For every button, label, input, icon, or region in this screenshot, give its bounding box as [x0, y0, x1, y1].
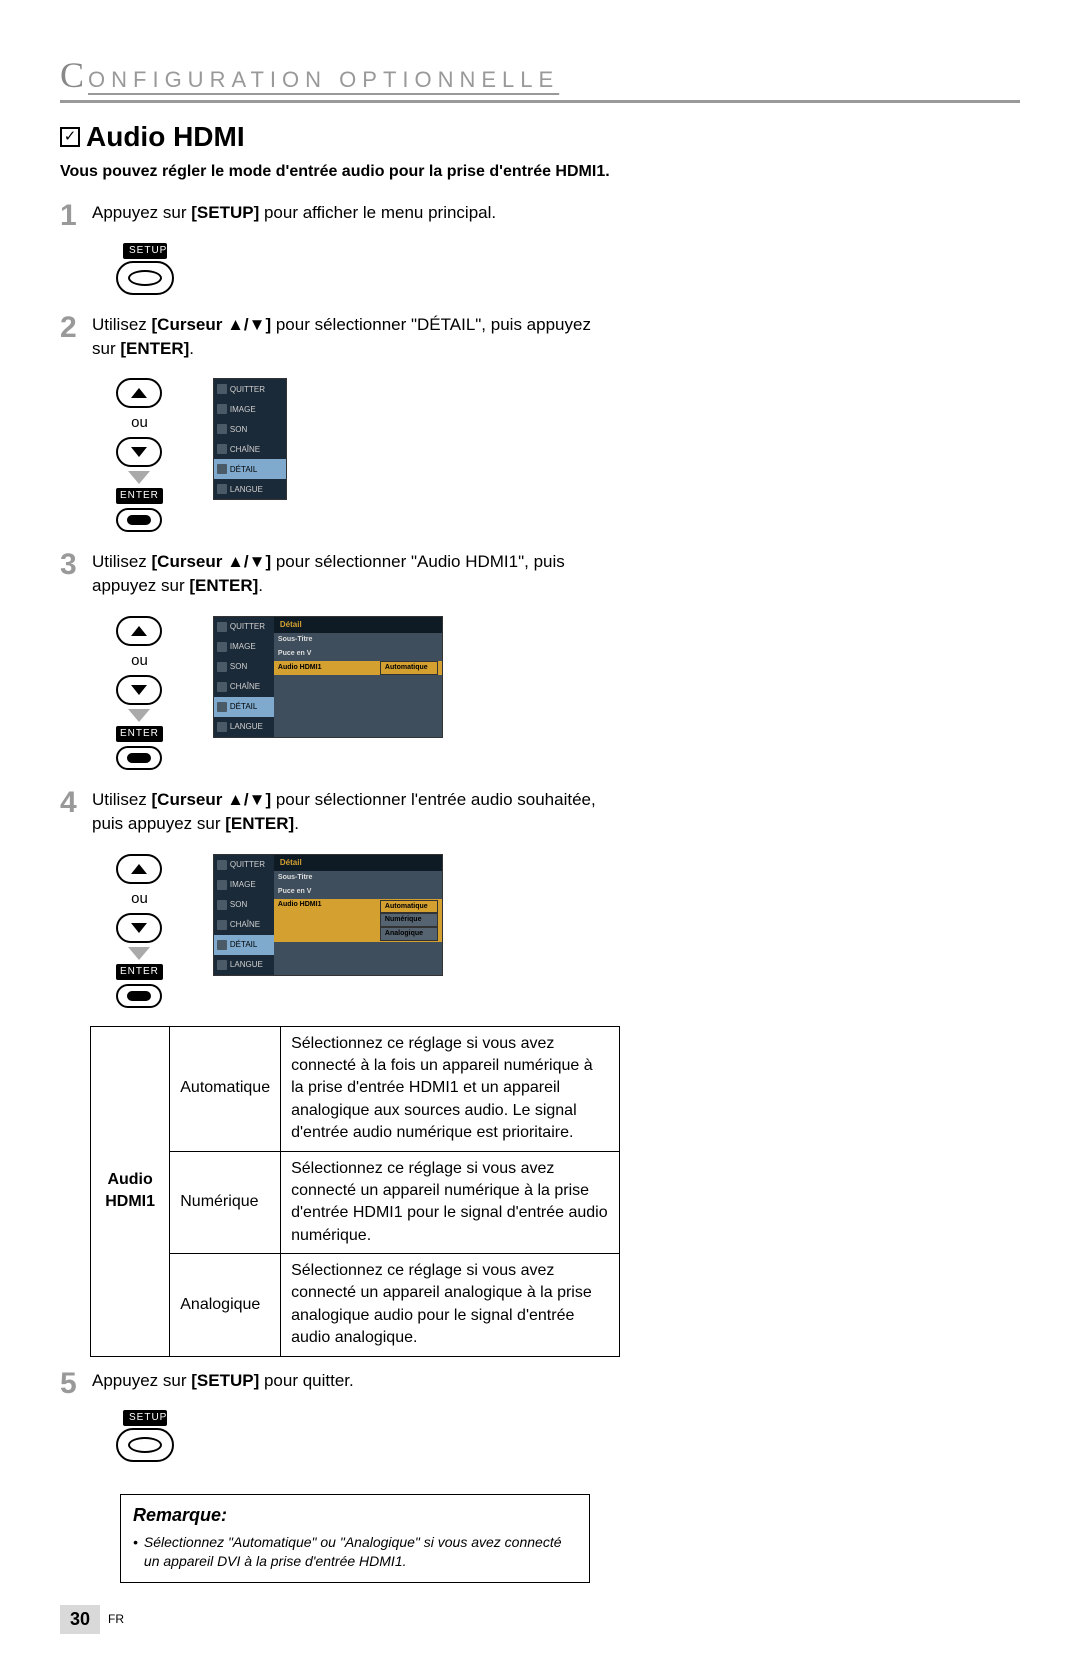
step-text: Utilisez [Curseur ▲/▼] pour sélectionner…: [92, 550, 600, 598]
checkbox-icon: ✓: [60, 127, 80, 147]
cursor-up-icon: [116, 378, 162, 408]
ou-label: ou: [131, 412, 148, 433]
nav-buttons: ou ENTER: [116, 616, 163, 770]
cursor-down-icon: [116, 675, 162, 705]
oval-button-icon: [116, 1428, 174, 1462]
cursor-down-icon: [116, 437, 162, 467]
step-number: 2: [60, 313, 82, 369]
page-footer: 30 FR: [60, 1605, 1020, 1634]
arrow-down-icon: [128, 471, 150, 484]
ou-label: ou: [131, 888, 148, 909]
table-key: Numérique: [170, 1151, 281, 1254]
note-title: Remarque:: [133, 1503, 577, 1528]
osd-menu-narrow: QUITTER IMAGE SON CHAÎNE DÉTAIL LANGUE: [213, 378, 287, 500]
step-number: 1: [60, 201, 82, 233]
osd-menu-wide: QUITTER IMAGE SON CHAÎNE DÉTAIL LANGUE D…: [213, 616, 443, 738]
enter-button-icon: [116, 508, 162, 532]
setup-button-graphic: SETUP: [116, 243, 174, 295]
setup-label: SETUP: [123, 243, 167, 259]
osd-menu-wide-options: QUITTER IMAGE SON CHAÎNE DÉTAIL LANGUE D…: [213, 854, 443, 976]
section-header: C ONFIGURATION OPTIONNELLE: [60, 50, 1020, 103]
step-text: Utilisez [Curseur ▲/▼] pour sélectionner…: [92, 788, 600, 836]
step-text: Utilisez [Curseur ▲/▼] pour sélectionner…: [92, 313, 600, 361]
setup-button-graphic: SETUP: [116, 1410, 174, 1462]
table-desc: Sélectionnez ce réglage si vous avez con…: [281, 1026, 620, 1151]
table-desc: Sélectionnez ce réglage si vous avez con…: [281, 1254, 620, 1357]
page-heading: ✓ Audio HDMI: [60, 117, 1020, 156]
nav-graphic-2: ou ENTER QUITTER IMAGE SON CHAÎNE DÉTAIL…: [116, 378, 600, 532]
enter-button-icon: [116, 746, 162, 770]
step-4: 4 Utilisez [Curseur ▲/▼] pour sélectionn…: [60, 788, 600, 844]
options-table: Audio HDMI1 Automatique Sélectionnez ce …: [90, 1026, 620, 1357]
setup-label: SETUP: [123, 1410, 167, 1426]
enter-button-icon: [116, 984, 162, 1008]
page-number: 30: [60, 1605, 100, 1634]
note-box: Remarque: • Sélectionnez "Automatique" o…: [120, 1494, 590, 1582]
nav-buttons: ou ENTER: [116, 854, 163, 1008]
table-desc: Sélectionnez ce réglage si vous avez con…: [281, 1151, 620, 1254]
step-1: 1 Appuyez sur [SETUP] pour afficher le m…: [60, 201, 600, 233]
table-row-head: Audio HDMI1: [91, 1026, 170, 1356]
arrow-down-icon: [128, 709, 150, 722]
heading-subtitle: Vous pouvez régler le mode d'entrée audi…: [60, 161, 1020, 183]
table-key: Automatique: [170, 1026, 281, 1151]
enter-label: ENTER: [116, 964, 163, 980]
step-number: 5: [60, 1369, 82, 1401]
header-rest: ONFIGURATION OPTIONNELLE: [88, 65, 559, 96]
step-5: 5 Appuyez sur [SETUP] pour quitter.: [60, 1369, 600, 1401]
note-body: • Sélectionnez "Automatique" ou "Analogi…: [133, 1533, 577, 1572]
step-3: 3 Utilisez [Curseur ▲/▼] pour sélectionn…: [60, 550, 600, 606]
cursor-up-icon: [116, 854, 162, 884]
table-key: Analogique: [170, 1254, 281, 1357]
nav-graphic-3: ou ENTER QUITTER IMAGE SON CHAÎNE DÉTAIL…: [116, 616, 600, 770]
enter-label: ENTER: [116, 488, 163, 504]
header-initial: C: [60, 50, 86, 100]
step-2: 2 Utilisez [Curseur ▲/▼] pour sélectionn…: [60, 313, 600, 369]
step-number: 4: [60, 788, 82, 844]
nav-graphic-4: ou ENTER QUITTER IMAGE SON CHAÎNE DÉTAIL…: [116, 854, 600, 1008]
oval-button-icon: [116, 261, 174, 295]
cursor-down-icon: [116, 913, 162, 943]
cursor-up-icon: [116, 616, 162, 646]
arrow-down-icon: [128, 947, 150, 960]
heading-text: Audio HDMI: [86, 117, 245, 156]
nav-buttons: ou ENTER: [116, 378, 163, 532]
osd-title: Détail: [274, 855, 442, 871]
step-number: 3: [60, 550, 82, 606]
osd-title: Détail: [274, 617, 442, 633]
enter-label: ENTER: [116, 726, 163, 742]
page-lang: FR: [108, 1611, 124, 1628]
step-text: Appuyez sur [SETUP] pour quitter.: [92, 1369, 600, 1393]
step-text: Appuyez sur [SETUP] pour afficher le men…: [92, 201, 600, 225]
ou-label: ou: [131, 650, 148, 671]
